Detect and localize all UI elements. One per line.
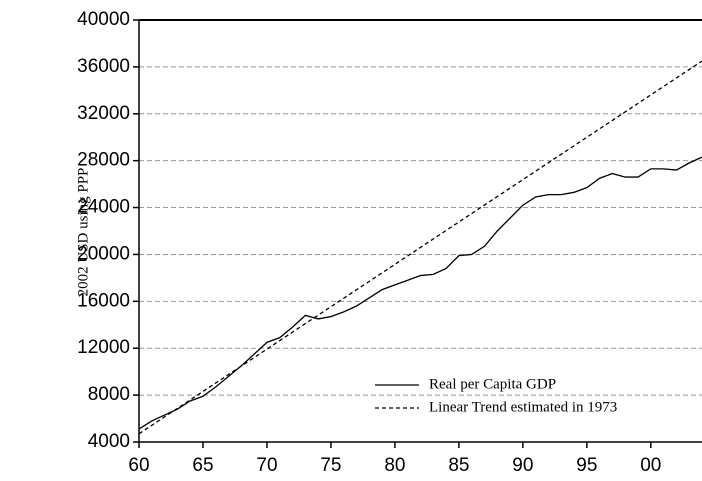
x-tick-label: 95 (576, 455, 597, 476)
x-tick-label: 80 (384, 455, 405, 476)
series-line (138, 60, 702, 435)
x-tick-label: 65 (192, 455, 213, 476)
x-tick-label: 70 (256, 455, 277, 476)
x-tick-label: 75 (320, 455, 341, 476)
y-axis-label: 2002 USD using PPP (75, 168, 91, 297)
y-tick-label: 8000 (88, 384, 130, 405)
y-tick-label: 4000 (88, 431, 130, 452)
legend-label: Real per Capita GDP (429, 376, 556, 392)
y-tick-label: 32000 (77, 103, 130, 124)
y-tick-label: 24000 (77, 197, 130, 218)
y-tick-label: 20000 (77, 243, 130, 264)
x-tick-label: 60 (128, 455, 149, 476)
legend-label: Linear Trend estimated in 1973 (429, 399, 617, 415)
series-line (138, 156, 702, 430)
y-tick-label: 28000 (77, 150, 130, 171)
y-tick-label: 40000 (77, 9, 130, 30)
y-tick-label: 12000 (77, 337, 130, 358)
y-tick-label: 16000 (77, 290, 130, 311)
x-tick-label: 85 (448, 455, 469, 476)
x-tick-label: 00 (640, 455, 661, 476)
x-tick-label: 90 (512, 455, 533, 476)
y-tick-label: 36000 (77, 56, 130, 77)
